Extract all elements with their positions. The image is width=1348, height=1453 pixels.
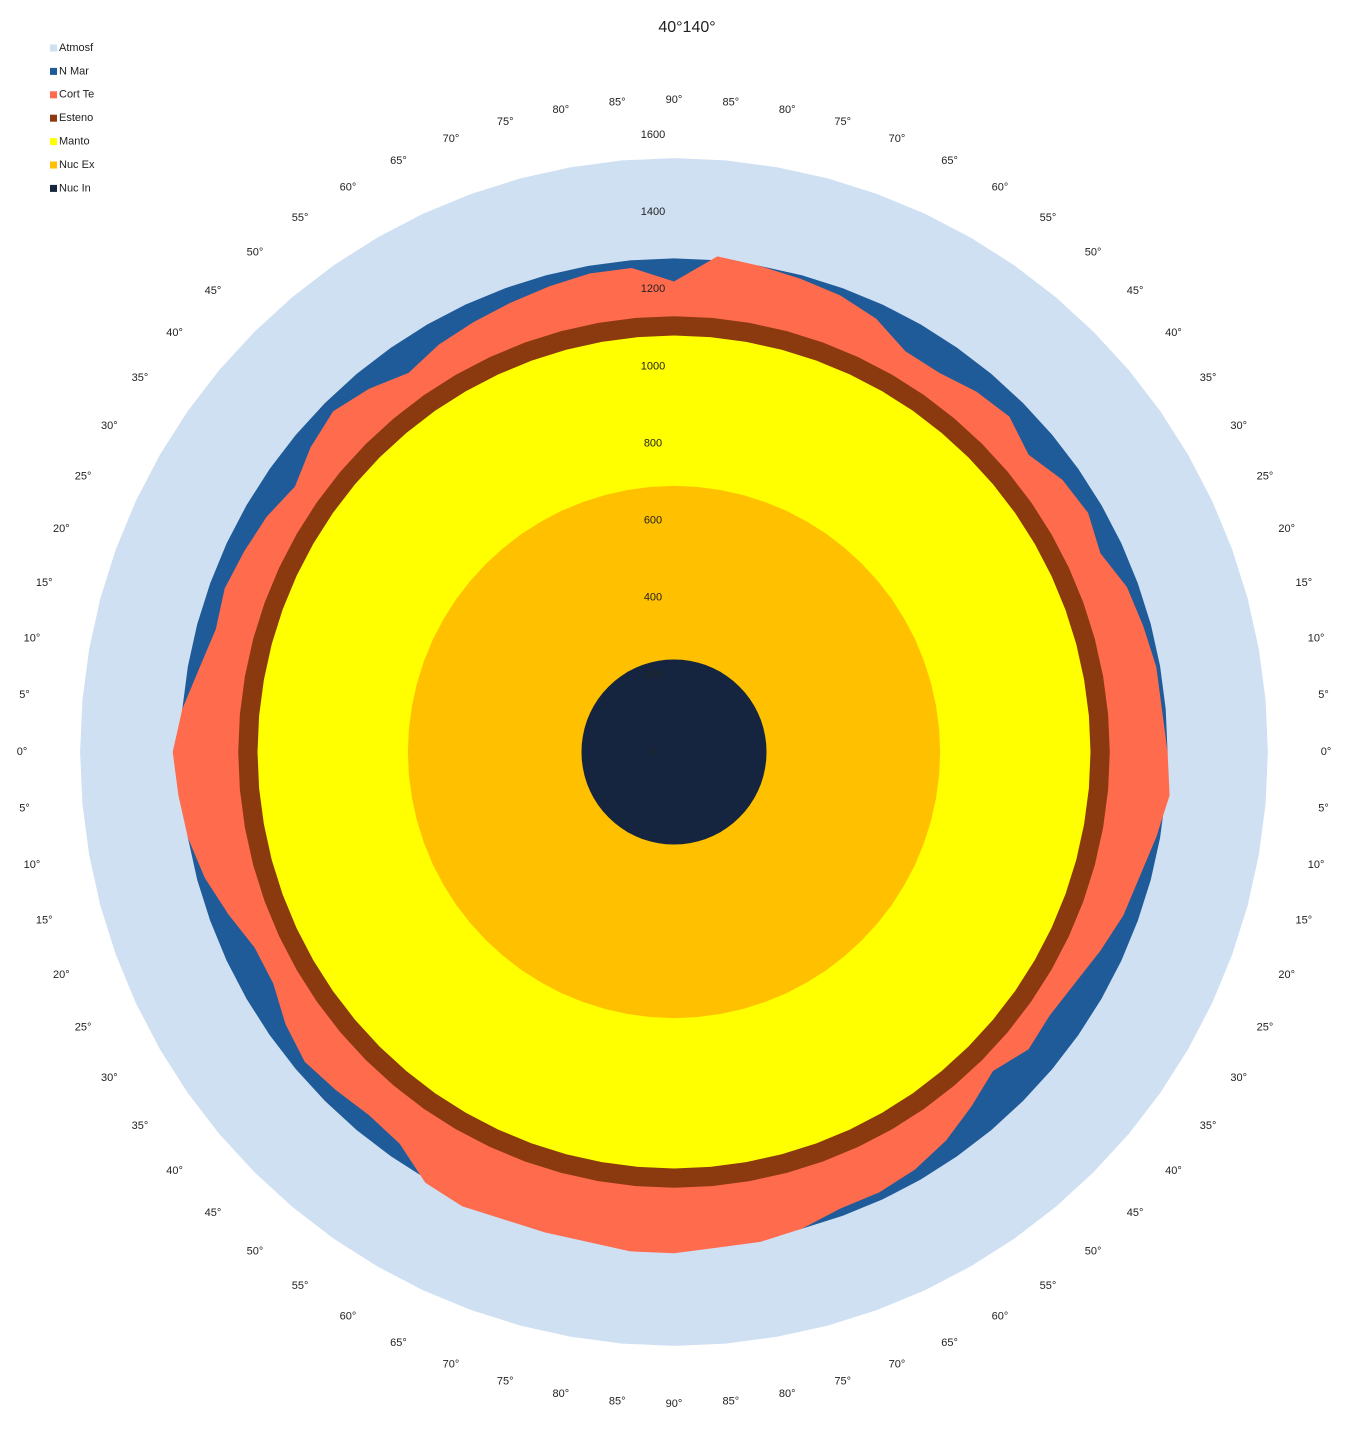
- legend-marker: [50, 138, 57, 146]
- angle-label: 5°: [1318, 803, 1329, 815]
- radial-tick-label: 800: [644, 437, 662, 449]
- angle-label: 50°: [1085, 246, 1102, 258]
- legend-label: Esteno: [59, 112, 93, 124]
- radial-tick-label: 0: [650, 746, 656, 758]
- angle-label: 35°: [132, 1120, 149, 1132]
- angle-label: 35°: [1200, 372, 1217, 384]
- angle-label: 15°: [1295, 915, 1312, 927]
- angle-label: 40°: [1165, 1165, 1182, 1177]
- angle-label: 70°: [443, 1359, 460, 1371]
- angle-label: 30°: [1230, 1072, 1247, 1084]
- angle-label: 30°: [101, 1072, 118, 1084]
- angle-label: 45°: [1127, 285, 1144, 297]
- angle-label: 55°: [292, 212, 309, 224]
- angle-label: 35°: [1200, 1120, 1217, 1132]
- angle-label: 10°: [1308, 633, 1325, 645]
- radial-tick-label: 600: [644, 515, 662, 527]
- angle-label: 5°: [19, 803, 30, 815]
- angle-label: 80°: [779, 1388, 796, 1400]
- angle-label: 20°: [53, 523, 70, 535]
- angle-label: 55°: [292, 1280, 309, 1292]
- angle-label: 0°: [17, 746, 28, 758]
- angle-label: 50°: [247, 1245, 264, 1257]
- angle-label: 45°: [1127, 1207, 1144, 1219]
- angle-label: 75°: [834, 1376, 851, 1388]
- legend-label: N Mar: [59, 65, 89, 77]
- angle-label: 65°: [390, 155, 407, 167]
- angle-label: 10°: [24, 633, 41, 645]
- angle-label: 90°: [666, 94, 683, 106]
- angle-label: 60°: [340, 1311, 357, 1323]
- radar-area: [581, 659, 767, 845]
- legend-label: Atmosf: [59, 42, 94, 54]
- angle-label: 15°: [36, 577, 53, 589]
- angle-label: 60°: [340, 181, 357, 193]
- angle-label: 35°: [132, 372, 149, 384]
- angle-label: 60°: [992, 181, 1009, 193]
- radial-tick-label: 1200: [641, 283, 665, 295]
- angle-label: 30°: [101, 420, 118, 432]
- angle-label: 75°: [497, 1376, 514, 1388]
- angle-label: 25°: [75, 1021, 92, 1033]
- angle-label: 20°: [53, 969, 70, 981]
- legend-marker: [50, 114, 57, 122]
- angle-label: 25°: [1257, 1021, 1274, 1033]
- angle-label: 50°: [1085, 1245, 1102, 1257]
- angle-label: 15°: [1295, 577, 1312, 589]
- angle-label: 15°: [36, 915, 53, 927]
- angle-label: 70°: [889, 1359, 906, 1371]
- angle-label: 10°: [1308, 859, 1325, 871]
- angle-label: 90°: [666, 1398, 683, 1410]
- angle-label: 70°: [889, 133, 906, 145]
- legend-marker: [50, 44, 57, 52]
- angle-label: 60°: [992, 1311, 1009, 1323]
- angle-label: 0°: [1321, 746, 1332, 758]
- angle-label: 65°: [941, 155, 958, 167]
- angle-label: 85°: [723, 96, 740, 108]
- angle-label: 65°: [941, 1337, 958, 1349]
- radial-tick-label: 1600: [641, 129, 665, 141]
- legend-label: Nuc In: [59, 182, 91, 194]
- angle-label: 45°: [205, 285, 222, 297]
- angle-label: 85°: [609, 96, 626, 108]
- angle-label: 40°: [1165, 327, 1182, 339]
- angle-label: 25°: [75, 470, 92, 482]
- angle-label: 20°: [1278, 523, 1295, 535]
- angle-label: 75°: [834, 116, 851, 128]
- radial-tick-label: 1000: [641, 360, 665, 372]
- radial-tick-label: 200: [644, 669, 662, 681]
- legend-label: Cort Te: [59, 89, 94, 101]
- angle-label: 65°: [390, 1337, 407, 1349]
- angle-label: 25°: [1257, 470, 1274, 482]
- angle-label: 10°: [24, 859, 41, 871]
- legend-marker: [50, 91, 57, 99]
- angle-label: 50°: [247, 246, 264, 258]
- legend-marker: [50, 184, 57, 192]
- radial-tick-label: 400: [644, 592, 662, 604]
- angle-label: 55°: [1040, 212, 1057, 224]
- angle-label: 5°: [1318, 689, 1329, 701]
- legend-marker: [50, 161, 57, 169]
- angle-label: 80°: [552, 1388, 569, 1400]
- chart-title: 40°140°: [658, 19, 715, 36]
- legend-label: Manto: [59, 136, 90, 148]
- legend-label: Nuc Ex: [59, 159, 95, 171]
- angle-label: 5°: [19, 689, 30, 701]
- radial-tick-label: 1400: [641, 206, 665, 218]
- angle-label: 45°: [205, 1207, 222, 1219]
- angle-label: 40°: [166, 1165, 183, 1177]
- angle-label: 40°: [166, 327, 183, 339]
- angle-label: 30°: [1230, 420, 1247, 432]
- legend-marker: [50, 67, 57, 75]
- angle-label: 85°: [723, 1395, 740, 1407]
- angle-label: 80°: [552, 104, 569, 116]
- angle-label: 85°: [609, 1395, 626, 1407]
- angle-label: 75°: [497, 116, 514, 128]
- angle-label: 80°: [779, 104, 796, 116]
- angle-label: 55°: [1040, 1280, 1057, 1292]
- angle-label: 70°: [443, 133, 460, 145]
- angle-label: 20°: [1278, 969, 1295, 981]
